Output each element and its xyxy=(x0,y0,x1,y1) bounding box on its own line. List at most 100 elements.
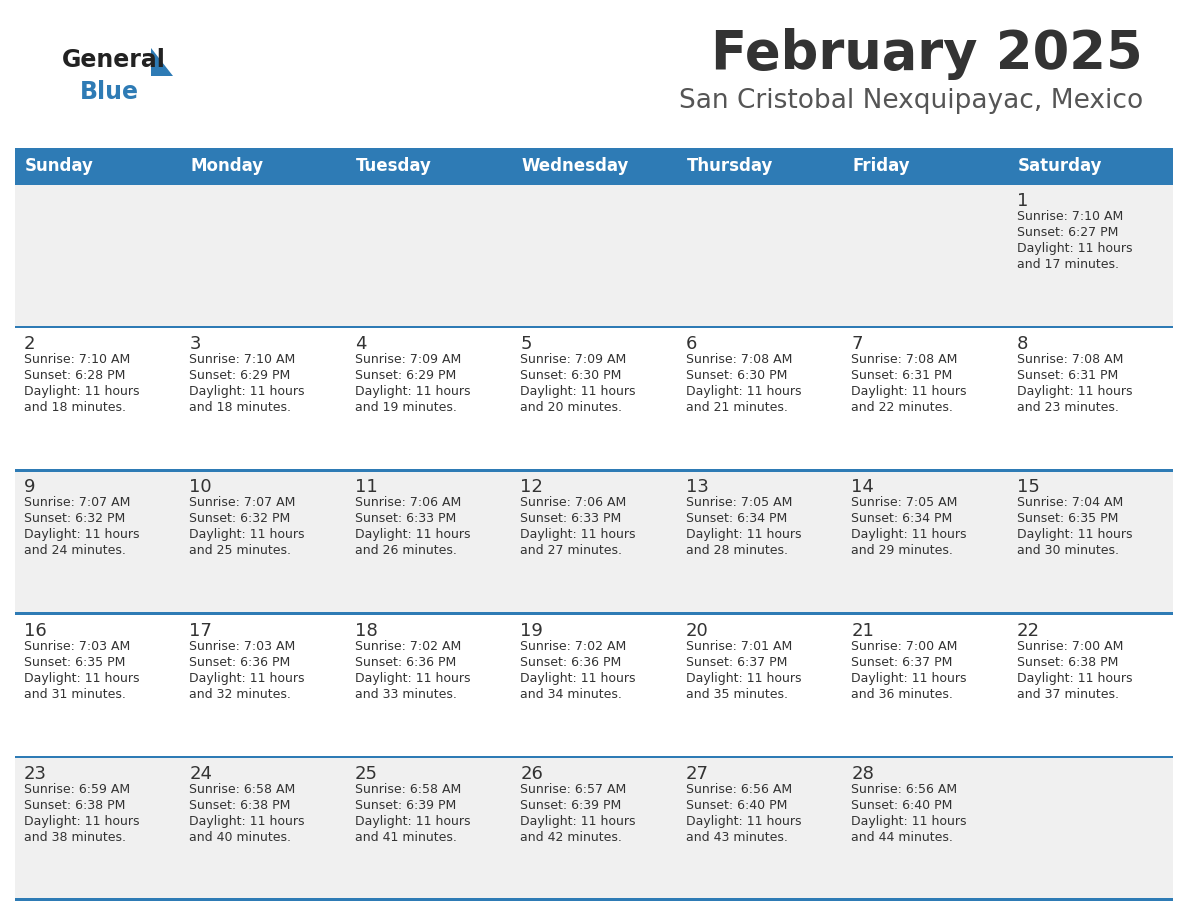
Text: 18: 18 xyxy=(355,621,378,640)
FancyBboxPatch shape xyxy=(181,613,346,756)
Text: 13: 13 xyxy=(685,478,708,497)
FancyBboxPatch shape xyxy=(842,184,1007,327)
Text: and 19 minutes.: and 19 minutes. xyxy=(355,401,456,414)
Text: Daylight: 11 hours: Daylight: 11 hours xyxy=(189,672,305,685)
Text: Sunset: 6:36 PM: Sunset: 6:36 PM xyxy=(189,655,291,668)
Text: Daylight: 11 hours: Daylight: 11 hours xyxy=(520,529,636,542)
FancyBboxPatch shape xyxy=(15,183,1173,185)
Text: Sunrise: 7:08 AM: Sunrise: 7:08 AM xyxy=(851,353,958,366)
FancyBboxPatch shape xyxy=(15,899,1173,901)
Text: Sunset: 6:38 PM: Sunset: 6:38 PM xyxy=(1017,655,1118,668)
FancyBboxPatch shape xyxy=(15,613,181,756)
Text: Daylight: 11 hours: Daylight: 11 hours xyxy=(851,386,967,398)
Text: and 20 minutes.: and 20 minutes. xyxy=(520,401,623,414)
FancyBboxPatch shape xyxy=(1007,756,1173,900)
Text: Sunset: 6:28 PM: Sunset: 6:28 PM xyxy=(24,369,126,382)
Text: Sunrise: 6:56 AM: Sunrise: 6:56 AM xyxy=(685,783,792,796)
Text: Sunset: 6:32 PM: Sunset: 6:32 PM xyxy=(24,512,125,525)
FancyBboxPatch shape xyxy=(677,148,842,184)
Text: Daylight: 11 hours: Daylight: 11 hours xyxy=(685,386,801,398)
Text: Daylight: 11 hours: Daylight: 11 hours xyxy=(685,529,801,542)
FancyBboxPatch shape xyxy=(15,184,181,327)
Text: 26: 26 xyxy=(520,765,543,783)
FancyBboxPatch shape xyxy=(1007,148,1173,184)
FancyBboxPatch shape xyxy=(346,756,511,900)
Text: Daylight: 11 hours: Daylight: 11 hours xyxy=(189,529,305,542)
Text: Daylight: 11 hours: Daylight: 11 hours xyxy=(355,386,470,398)
Text: Sunrise: 7:07 AM: Sunrise: 7:07 AM xyxy=(24,497,131,509)
FancyBboxPatch shape xyxy=(677,756,842,900)
Text: and 40 minutes.: and 40 minutes. xyxy=(189,831,291,844)
Text: 16: 16 xyxy=(24,621,46,640)
Text: Daylight: 11 hours: Daylight: 11 hours xyxy=(24,386,139,398)
Text: and 34 minutes.: and 34 minutes. xyxy=(520,688,623,700)
Text: and 18 minutes.: and 18 minutes. xyxy=(24,401,126,414)
Text: Sunrise: 7:02 AM: Sunrise: 7:02 AM xyxy=(355,640,461,653)
FancyBboxPatch shape xyxy=(842,327,1007,470)
FancyBboxPatch shape xyxy=(181,470,346,613)
Text: Daylight: 11 hours: Daylight: 11 hours xyxy=(189,815,305,828)
Text: and 30 minutes.: and 30 minutes. xyxy=(1017,544,1119,557)
FancyBboxPatch shape xyxy=(511,148,677,184)
Text: Sunset: 6:29 PM: Sunset: 6:29 PM xyxy=(355,369,456,382)
Text: and 42 minutes.: and 42 minutes. xyxy=(520,831,623,844)
FancyBboxPatch shape xyxy=(15,148,181,184)
Text: Sunrise: 6:58 AM: Sunrise: 6:58 AM xyxy=(355,783,461,796)
Text: Sunrise: 7:05 AM: Sunrise: 7:05 AM xyxy=(851,497,958,509)
Text: Daylight: 11 hours: Daylight: 11 hours xyxy=(355,672,470,685)
FancyBboxPatch shape xyxy=(677,470,842,613)
Text: Sunrise: 7:00 AM: Sunrise: 7:00 AM xyxy=(851,640,958,653)
FancyBboxPatch shape xyxy=(15,756,1173,758)
Text: Sunset: 6:30 PM: Sunset: 6:30 PM xyxy=(685,369,788,382)
Text: Sunset: 6:37 PM: Sunset: 6:37 PM xyxy=(851,655,953,668)
FancyBboxPatch shape xyxy=(842,756,1007,900)
Text: Sunrise: 7:06 AM: Sunrise: 7:06 AM xyxy=(520,497,626,509)
Text: Sunset: 6:33 PM: Sunset: 6:33 PM xyxy=(520,512,621,525)
Text: Daylight: 11 hours: Daylight: 11 hours xyxy=(520,815,636,828)
Text: February 2025: February 2025 xyxy=(712,28,1143,80)
Text: Thursday: Thursday xyxy=(687,157,773,175)
Text: and 22 minutes.: and 22 minutes. xyxy=(851,401,953,414)
Text: Sunset: 6:36 PM: Sunset: 6:36 PM xyxy=(355,655,456,668)
FancyBboxPatch shape xyxy=(15,326,1173,329)
Text: Sunrise: 7:09 AM: Sunrise: 7:09 AM xyxy=(355,353,461,366)
Text: Sunset: 6:35 PM: Sunset: 6:35 PM xyxy=(24,655,126,668)
Text: Daylight: 11 hours: Daylight: 11 hours xyxy=(851,672,967,685)
Text: Sunset: 6:27 PM: Sunset: 6:27 PM xyxy=(1017,226,1118,239)
FancyBboxPatch shape xyxy=(181,148,346,184)
Text: Sunset: 6:38 PM: Sunset: 6:38 PM xyxy=(24,799,126,812)
Text: Daylight: 11 hours: Daylight: 11 hours xyxy=(1017,529,1132,542)
Text: 8: 8 xyxy=(1017,335,1028,353)
Text: Sunrise: 7:06 AM: Sunrise: 7:06 AM xyxy=(355,497,461,509)
FancyBboxPatch shape xyxy=(15,327,181,470)
Text: Sunset: 6:31 PM: Sunset: 6:31 PM xyxy=(1017,369,1118,382)
Text: Daylight: 11 hours: Daylight: 11 hours xyxy=(851,529,967,542)
Text: Sunset: 6:39 PM: Sunset: 6:39 PM xyxy=(355,799,456,812)
Text: 15: 15 xyxy=(1017,478,1040,497)
Text: Tuesday: Tuesday xyxy=(356,157,431,175)
FancyBboxPatch shape xyxy=(1007,470,1173,613)
Text: Sunset: 6:30 PM: Sunset: 6:30 PM xyxy=(520,369,621,382)
Text: Daylight: 11 hours: Daylight: 11 hours xyxy=(1017,672,1132,685)
FancyBboxPatch shape xyxy=(842,613,1007,756)
Text: Friday: Friday xyxy=(852,157,910,175)
Text: Daylight: 11 hours: Daylight: 11 hours xyxy=(355,815,470,828)
Text: 2: 2 xyxy=(24,335,36,353)
Text: Sunset: 6:34 PM: Sunset: 6:34 PM xyxy=(685,512,786,525)
Text: Sunset: 6:38 PM: Sunset: 6:38 PM xyxy=(189,799,291,812)
Text: 24: 24 xyxy=(189,765,213,783)
Text: Sunset: 6:35 PM: Sunset: 6:35 PM xyxy=(1017,512,1118,525)
FancyBboxPatch shape xyxy=(346,470,511,613)
FancyBboxPatch shape xyxy=(1007,613,1173,756)
Text: Daylight: 11 hours: Daylight: 11 hours xyxy=(355,529,470,542)
Text: 20: 20 xyxy=(685,621,708,640)
Polygon shape xyxy=(151,48,173,76)
Text: Sunrise: 7:02 AM: Sunrise: 7:02 AM xyxy=(520,640,626,653)
Text: Sunset: 6:34 PM: Sunset: 6:34 PM xyxy=(851,512,953,525)
Text: 25: 25 xyxy=(355,765,378,783)
FancyBboxPatch shape xyxy=(511,327,677,470)
Text: and 38 minutes.: and 38 minutes. xyxy=(24,831,126,844)
Text: Daylight: 11 hours: Daylight: 11 hours xyxy=(189,386,305,398)
Text: Sunrise: 7:05 AM: Sunrise: 7:05 AM xyxy=(685,497,792,509)
Text: Daylight: 11 hours: Daylight: 11 hours xyxy=(851,815,967,828)
